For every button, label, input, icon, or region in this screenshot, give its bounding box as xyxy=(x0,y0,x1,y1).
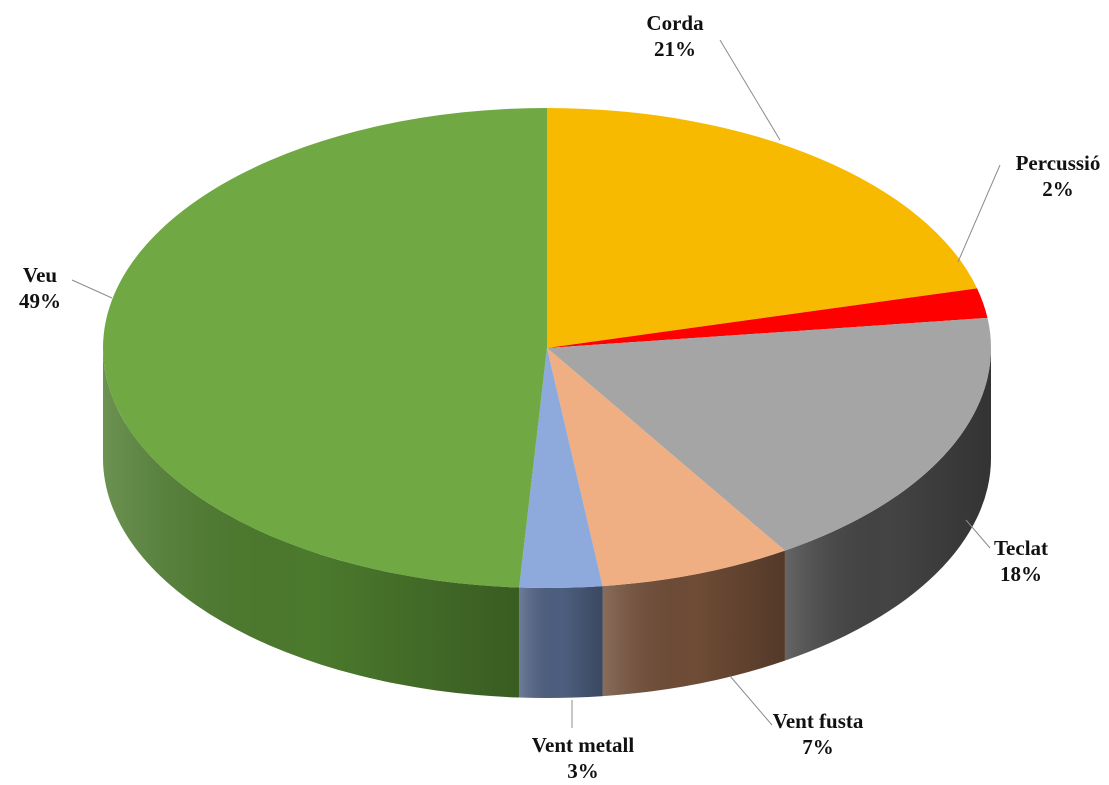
slice-label-percussió: Percussió 2% xyxy=(1016,151,1101,201)
pie-side-shade xyxy=(602,550,785,697)
leader-line xyxy=(71,279,113,299)
slice-name: Vent fusta xyxy=(773,709,864,733)
leader-line xyxy=(957,164,1001,263)
pie-slice-teclat xyxy=(547,317,991,551)
slice-value: 21% xyxy=(654,37,696,61)
slice-label-veu: Veu 49% xyxy=(19,263,61,313)
slice-label-corda: Corda 21% xyxy=(646,11,704,61)
slice-label-teclat: Teclat 18% xyxy=(994,536,1048,586)
pie-slice-vent-metall xyxy=(519,348,603,588)
pie-slice-vent-fusta xyxy=(547,348,785,587)
pie-slice-percussió xyxy=(547,288,988,348)
slice-name: Veu xyxy=(23,263,58,287)
slice-name: Teclat xyxy=(994,536,1048,560)
pie-labels-layer: Corda 21% Percussió 2% Teclat 18% Vent fusta 7%… xyxy=(19,11,1100,783)
slice-value: 18% xyxy=(1000,562,1042,586)
pie-slice-corda xyxy=(547,108,978,348)
slice-label-vent-metall: Vent metall 3% xyxy=(532,733,635,783)
leader-line xyxy=(719,39,781,141)
slice-name: Vent metall xyxy=(532,733,635,757)
leader-line xyxy=(965,519,991,549)
slice-value: 3% xyxy=(567,759,599,783)
pie-side-shade xyxy=(784,348,991,661)
slice-label-vent-fusta: Vent fusta 7% xyxy=(773,709,864,759)
slice-value: 2% xyxy=(1042,177,1074,201)
pie-slice-veu xyxy=(102,108,547,588)
slice-name: Percussió xyxy=(1016,151,1101,175)
pie-side-shade xyxy=(103,348,520,698)
pie-side-layer xyxy=(103,348,991,698)
pie-top-layer xyxy=(102,108,991,588)
slice-value: 7% xyxy=(802,735,834,759)
pie-side-shade xyxy=(519,586,603,698)
leader-line xyxy=(729,675,773,726)
slice-name: Corda xyxy=(646,11,704,35)
slice-value: 49% xyxy=(19,289,61,313)
